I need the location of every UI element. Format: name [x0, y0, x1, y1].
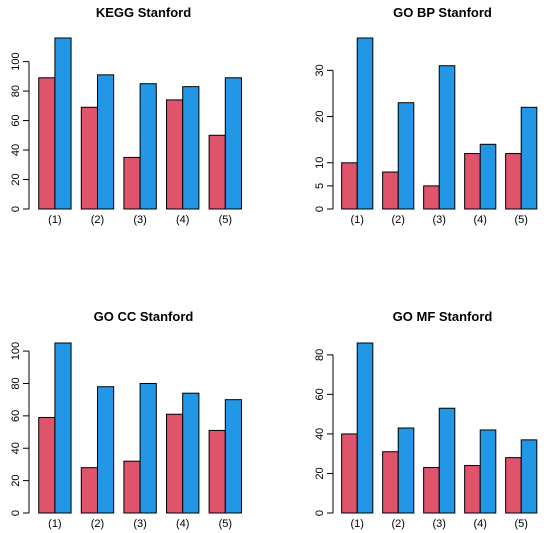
y-tick-label: 80 [10, 377, 22, 389]
y-tick-label: 0 [314, 206, 326, 212]
bar-series1-4 [166, 99, 184, 210]
bar-series2-2 [397, 102, 415, 210]
bar-series2-1 [54, 342, 72, 514]
y-tick-label: 80 [10, 85, 22, 97]
bar-series2-3 [438, 65, 456, 210]
chart-panel-4: GO MF Stanford (1) (2) (3) (4) (5) 0 20 40 60 80 [314, 309, 538, 530]
bar-series2-2 [397, 427, 415, 514]
bar-series1-5 [505, 457, 522, 514]
chart-title: GO BP Stanford [393, 5, 492, 20]
bar-series1-4 [464, 153, 481, 210]
chart-title: GO CC Stanford [94, 309, 194, 324]
bar-series2-2 [96, 74, 115, 210]
x-tick-label: (1) [350, 214, 363, 226]
bar-series1-5 [208, 134, 226, 210]
bar-series1-1 [341, 433, 358, 514]
x-tick-label: (1) [48, 214, 61, 226]
x-tick-label: (5) [514, 214, 527, 226]
y-tick-label: 20 [10, 474, 22, 486]
x-tick-label: (3) [133, 518, 146, 530]
bar-series2-3 [139, 83, 157, 210]
y-tick-label: 60 [10, 114, 22, 126]
y-tick-label: 40 [10, 442, 22, 454]
y-tick-label: 60 [314, 388, 326, 400]
bar-series2-3 [438, 407, 456, 514]
bar-series1-2 [382, 171, 399, 210]
x-tick-label: (4) [176, 214, 189, 226]
y-tick-label: 0 [10, 510, 22, 516]
bar-series2-4 [182, 392, 200, 514]
bar-series1-1 [341, 162, 358, 210]
y-tick-label: 40 [10, 144, 22, 156]
bar-series2-5 [224, 77, 242, 210]
bar-series1-2 [382, 451, 399, 514]
bar-series2-4 [479, 429, 497, 514]
bar-series2-4 [479, 143, 497, 210]
bar-series2-1 [54, 37, 72, 210]
y-tick-label: 80 [314, 349, 326, 361]
x-tick-label: (4) [473, 518, 486, 530]
bar-series1-3 [423, 467, 440, 514]
y-tick-label: 30 [314, 64, 326, 76]
y-tick-label: 0 [314, 510, 326, 516]
bar-series1-4 [464, 465, 481, 514]
x-tick-label: (2) [91, 518, 104, 530]
bar-series1-3 [423, 185, 440, 210]
x-tick-label: (2) [391, 214, 404, 226]
bar-series1-2 [80, 106, 98, 210]
x-tick-label: (2) [391, 518, 404, 530]
bar-series1-5 [505, 153, 522, 210]
x-tick-label: (2) [91, 214, 104, 226]
bar-series2-3 [139, 382, 157, 514]
y-tick-label: 100 [10, 342, 22, 360]
x-tick-label: (5) [514, 518, 527, 530]
chart-title: KEGG Stanford [96, 5, 191, 20]
bar-series1-3 [123, 460, 141, 514]
bar-series2-5 [224, 399, 242, 514]
y-tick-label: 40 [314, 428, 326, 440]
y-tick-label: 20 [10, 173, 22, 185]
y-tick-label: 20 [314, 110, 326, 122]
bar-series2-1 [356, 37, 374, 210]
x-tick-label: (3) [432, 214, 445, 226]
chart-panel-2: GO BP Stanford (1) (2) (3) (4) (5) 0 5 10 20 30 [314, 5, 538, 226]
y-tick-label: 0 [10, 206, 22, 212]
y-tick-label: 60 [10, 410, 22, 422]
bar-series1-5 [208, 429, 226, 514]
y-tick-label: 10 [314, 157, 326, 169]
chart-panel-3: GO CC Stanford (1) (2) (3) (4) (5) 0 20 40 60 80 10… [10, 309, 242, 530]
x-tick-label: (1) [48, 518, 61, 530]
bar-series2-1 [356, 342, 374, 514]
chart-panel-1: KEGG Stanford (1) (2) (3) (4) (5) 0 20 40 60 80 100 [10, 5, 242, 226]
x-tick-label: (3) [432, 518, 445, 530]
y-tick-label: 100 [10, 52, 22, 70]
bar-series1-1 [38, 416, 56, 514]
bar-series1-4 [166, 413, 184, 514]
y-tick-label: 20 [314, 467, 326, 479]
bar-series1-2 [80, 467, 98, 514]
x-tick-label: (3) [133, 214, 146, 226]
bar-series2-5 [520, 439, 538, 514]
bar-series2-4 [182, 86, 200, 210]
y-tick-label: 5 [314, 183, 326, 189]
x-tick-label: (4) [473, 214, 486, 226]
bar-series1-1 [38, 77, 56, 210]
x-tick-label: (5) [219, 214, 232, 226]
bar-series2-2 [96, 386, 115, 514]
bar-series2-5 [520, 106, 538, 210]
x-tick-label: (4) [176, 518, 189, 530]
chart-title: GO MF Stanford [393, 309, 493, 324]
x-tick-label: (5) [219, 518, 232, 530]
x-tick-label: (1) [350, 518, 363, 530]
bar-series1-3 [123, 156, 141, 210]
